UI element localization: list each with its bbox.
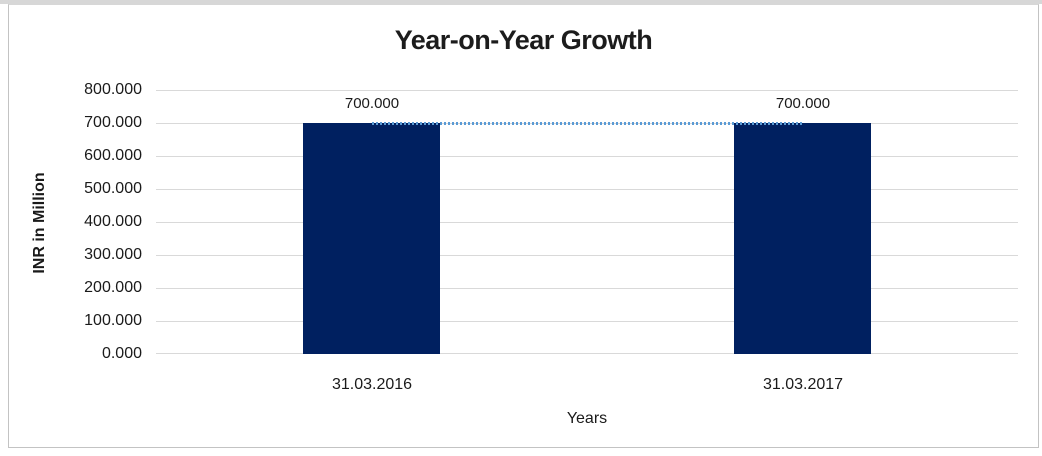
data-label: 700.000: [344, 95, 400, 112]
gridline: [156, 255, 1018, 256]
x-axis-title: Years: [566, 410, 608, 427]
worksheet-top-strip: [0, 0, 1042, 4]
gridline: [156, 156, 1018, 157]
bar-31.03.2017: [734, 123, 871, 354]
bar-31.03.2016: [303, 123, 440, 354]
chart-frame: Year-on-Year Growth INR in Million 700.0…: [8, 4, 1039, 448]
y-tick-label: 300.000: [84, 246, 142, 263]
y-tick-label: 400.000: [84, 213, 142, 230]
y-tick-label: 0.000: [101, 345, 142, 362]
x-tick-label: 31.03.2017: [762, 376, 844, 393]
y-tick-label: 100.000: [84, 312, 142, 329]
plot-area: 700.000 700.000: [156, 90, 1018, 354]
gridline: [156, 353, 1018, 354]
data-label: 700.000: [775, 95, 831, 112]
y-tick-label: 700.000: [84, 114, 142, 131]
gridline: [156, 90, 1018, 91]
y-tick-label: 200.000: [84, 279, 142, 296]
gridline: [156, 321, 1018, 322]
trendline: [372, 122, 803, 125]
chart-title: Year-on-Year Growth: [394, 25, 653, 55]
y-tick-label: 800.000: [84, 81, 142, 98]
x-tick-label: 31.03.2016: [331, 376, 413, 393]
gridline: [156, 288, 1018, 289]
y-tick-label: 500.000: [84, 180, 142, 197]
gridline: [156, 222, 1018, 223]
y-tick-label: 600.000: [84, 147, 142, 164]
gridline: [156, 189, 1018, 190]
